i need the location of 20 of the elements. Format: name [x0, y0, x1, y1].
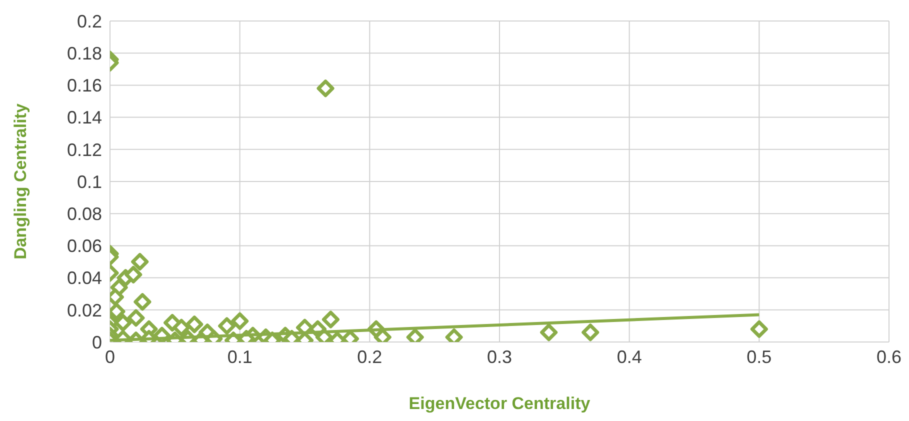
y-tick-label: 0.02	[66, 300, 102, 320]
y-tick-label: 0.12	[66, 140, 102, 160]
x-tick-label: 0.2	[357, 346, 382, 367]
y-tick-label: 0.04	[66, 268, 102, 288]
y-tick-label: 0.1	[76, 172, 102, 192]
y-tick-label: 0	[92, 332, 102, 352]
x-tick-label: 0.5	[746, 346, 772, 367]
y-tick-label: 0.2	[76, 11, 102, 32]
x-tick-label: 0	[104, 346, 116, 367]
y-tick-label: 0.06	[66, 236, 102, 256]
x-axis-title: EigenVector Centrality	[408, 394, 591, 413]
x-tick-label: 0.1	[227, 346, 252, 367]
y-tick-label: 0.08	[66, 204, 102, 224]
x-tick-label: 0.3	[486, 346, 512, 367]
x-tick-label: 0.6	[876, 346, 902, 367]
y-tick-label: 0.14	[66, 108, 102, 128]
x-tick-label: 0.4	[616, 346, 642, 367]
y-axis-title: Dangling Centrality	[11, 103, 30, 260]
y-tick-label: 0.16	[66, 76, 102, 96]
y-tick-label: 0.18	[66, 43, 102, 64]
